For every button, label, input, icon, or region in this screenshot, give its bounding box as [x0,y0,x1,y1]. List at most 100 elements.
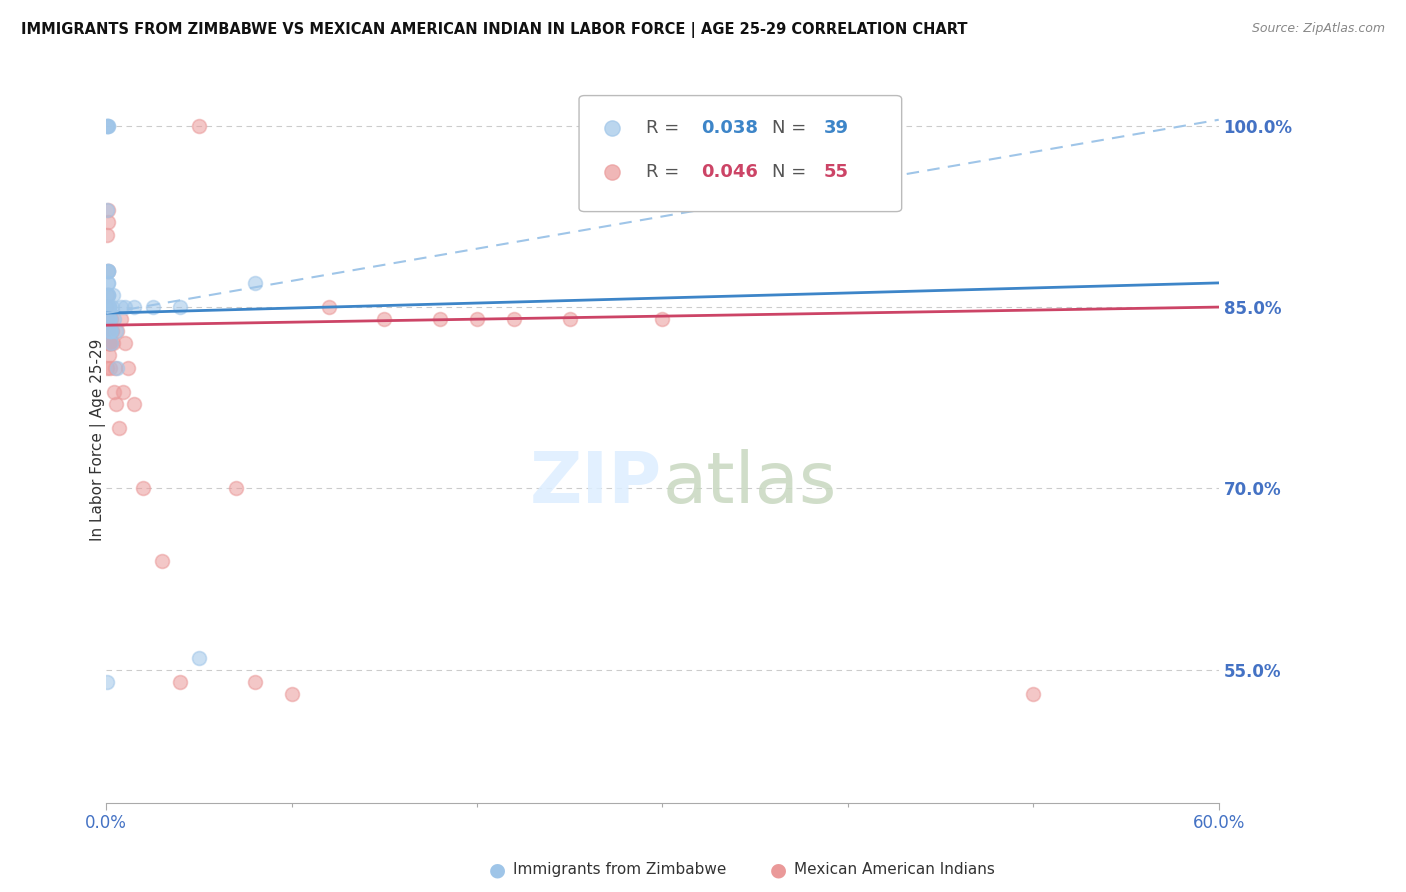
Point [97,288,120,302]
Point [100,336,122,351]
Point [1022,687,1045,701]
Point [98,336,121,351]
Point [100,312,122,326]
Point [243,674,266,689]
Text: 0.046: 0.046 [702,162,758,181]
Point [373,312,395,326]
Point [100,324,122,338]
Point [100,336,122,351]
Text: N =: N = [772,120,811,137]
Point [97,324,120,338]
Point [98,300,121,314]
Point [97,312,120,326]
Point [429,312,451,326]
Point [96,312,118,326]
Text: Mexican American Indians: Mexican American Indians [794,863,995,877]
Point [97,336,120,351]
Point [98,348,121,362]
Text: N =: N = [772,162,811,181]
Point [114,300,136,314]
Point [142,300,165,314]
Point [98,336,121,351]
Point [187,650,209,665]
Point [105,324,128,338]
Text: IMMIGRANTS FROM ZIMBABWE VS MEXICAN AMERICAN INDIAN IN LABOR FORCE | AGE 25-29 C: IMMIGRANTS FROM ZIMBABWE VS MEXICAN AMER… [21,22,967,38]
Point [97,324,120,338]
Point [97,119,120,133]
Point [503,312,526,326]
Point [97,276,120,290]
Point [97,300,120,314]
Point [97,300,120,314]
Point [651,312,673,326]
Point [98,360,121,375]
Point [98,336,121,351]
Point [97,336,120,351]
Point [97,264,120,278]
Text: 39: 39 [824,120,849,137]
Point [97,324,120,338]
Point [101,288,124,302]
Point [108,421,131,435]
Point [111,384,134,399]
Point [96,360,118,375]
Point [104,324,127,338]
Point [122,300,145,314]
Point [187,119,209,133]
Point [114,336,136,351]
Point [101,300,124,314]
Point [465,312,488,326]
Point [117,360,139,375]
Text: ●: ● [770,860,787,880]
Point [105,360,128,375]
Text: 55: 55 [824,162,849,181]
Point [98,312,121,326]
Text: 0.038: 0.038 [702,120,758,137]
Point [96,312,118,326]
Point [132,481,155,495]
Point [96,264,118,278]
Point [98,324,121,338]
Text: ●: ● [489,860,506,880]
Point [98,324,121,338]
Point [101,324,124,338]
Point [97,203,120,218]
Point [150,554,173,568]
Text: atlas: atlas [662,449,837,518]
Point [98,336,121,351]
Point [98,312,121,326]
Point [96,288,118,302]
Point [558,312,581,326]
Point [225,481,247,495]
Point [100,324,122,338]
Text: ZIP: ZIP [530,449,662,518]
Point [96,674,118,689]
Point [169,674,191,689]
Point [97,300,120,314]
Text: R =: R = [645,162,685,181]
Point [97,264,120,278]
Point [97,288,120,302]
Point [98,324,121,338]
Point [97,119,120,133]
Point [98,312,121,326]
Point [96,300,118,314]
Point [96,324,118,338]
Point [110,300,132,314]
Point [104,397,127,411]
Point [169,300,191,314]
Point [280,687,302,701]
Point [96,227,118,242]
Text: Immigrants from Zimbabwe: Immigrants from Zimbabwe [513,863,727,877]
FancyBboxPatch shape [579,95,901,211]
Point [97,300,120,314]
Point [97,288,120,302]
Point [97,264,120,278]
Point [110,312,132,326]
Text: R =: R = [645,120,685,137]
Point [103,360,125,375]
Point [97,312,120,326]
Point [97,336,120,351]
Point [318,300,340,314]
Y-axis label: In Labor Force | Age 25-29: In Labor Force | Age 25-29 [90,339,105,541]
